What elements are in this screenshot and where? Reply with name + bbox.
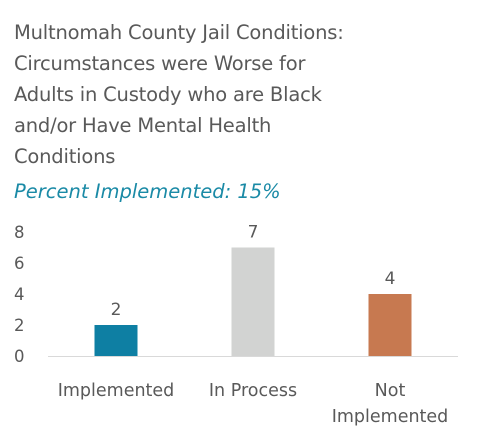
bar bbox=[368, 294, 412, 356]
title-line: Multnomah County Jail Conditions: bbox=[14, 21, 344, 44]
bar bbox=[94, 325, 138, 356]
data-label: 2 bbox=[111, 300, 122, 320]
x-tick-label: Implemented bbox=[58, 381, 175, 401]
data-label: 4 bbox=[385, 269, 396, 289]
y-tick-label: 6 bbox=[14, 254, 25, 273]
x-tick-label: In Process bbox=[209, 381, 297, 401]
bar bbox=[231, 247, 275, 356]
data-label: 7 bbox=[248, 223, 259, 243]
y-tick-label: 4 bbox=[14, 285, 25, 304]
y-tick-label: 0 bbox=[14, 347, 25, 366]
title-line: Adults in Custody who are Black bbox=[14, 83, 322, 106]
y-tick-label: 8 bbox=[14, 223, 25, 242]
title-line: Circumstances were Worse for bbox=[14, 52, 306, 75]
title-line: and/or Have Mental Health bbox=[14, 114, 272, 137]
x-tick-label: Not bbox=[375, 381, 406, 401]
x-tick-label: Implemented bbox=[332, 407, 449, 427]
y-tick-label: 2 bbox=[14, 316, 25, 335]
title-line: Conditions bbox=[14, 145, 116, 168]
chart-title: Multnomah County Jail Conditions: Circum… bbox=[14, 17, 454, 172]
chart-subtitle: Percent Implemented: 15% bbox=[14, 180, 281, 203]
